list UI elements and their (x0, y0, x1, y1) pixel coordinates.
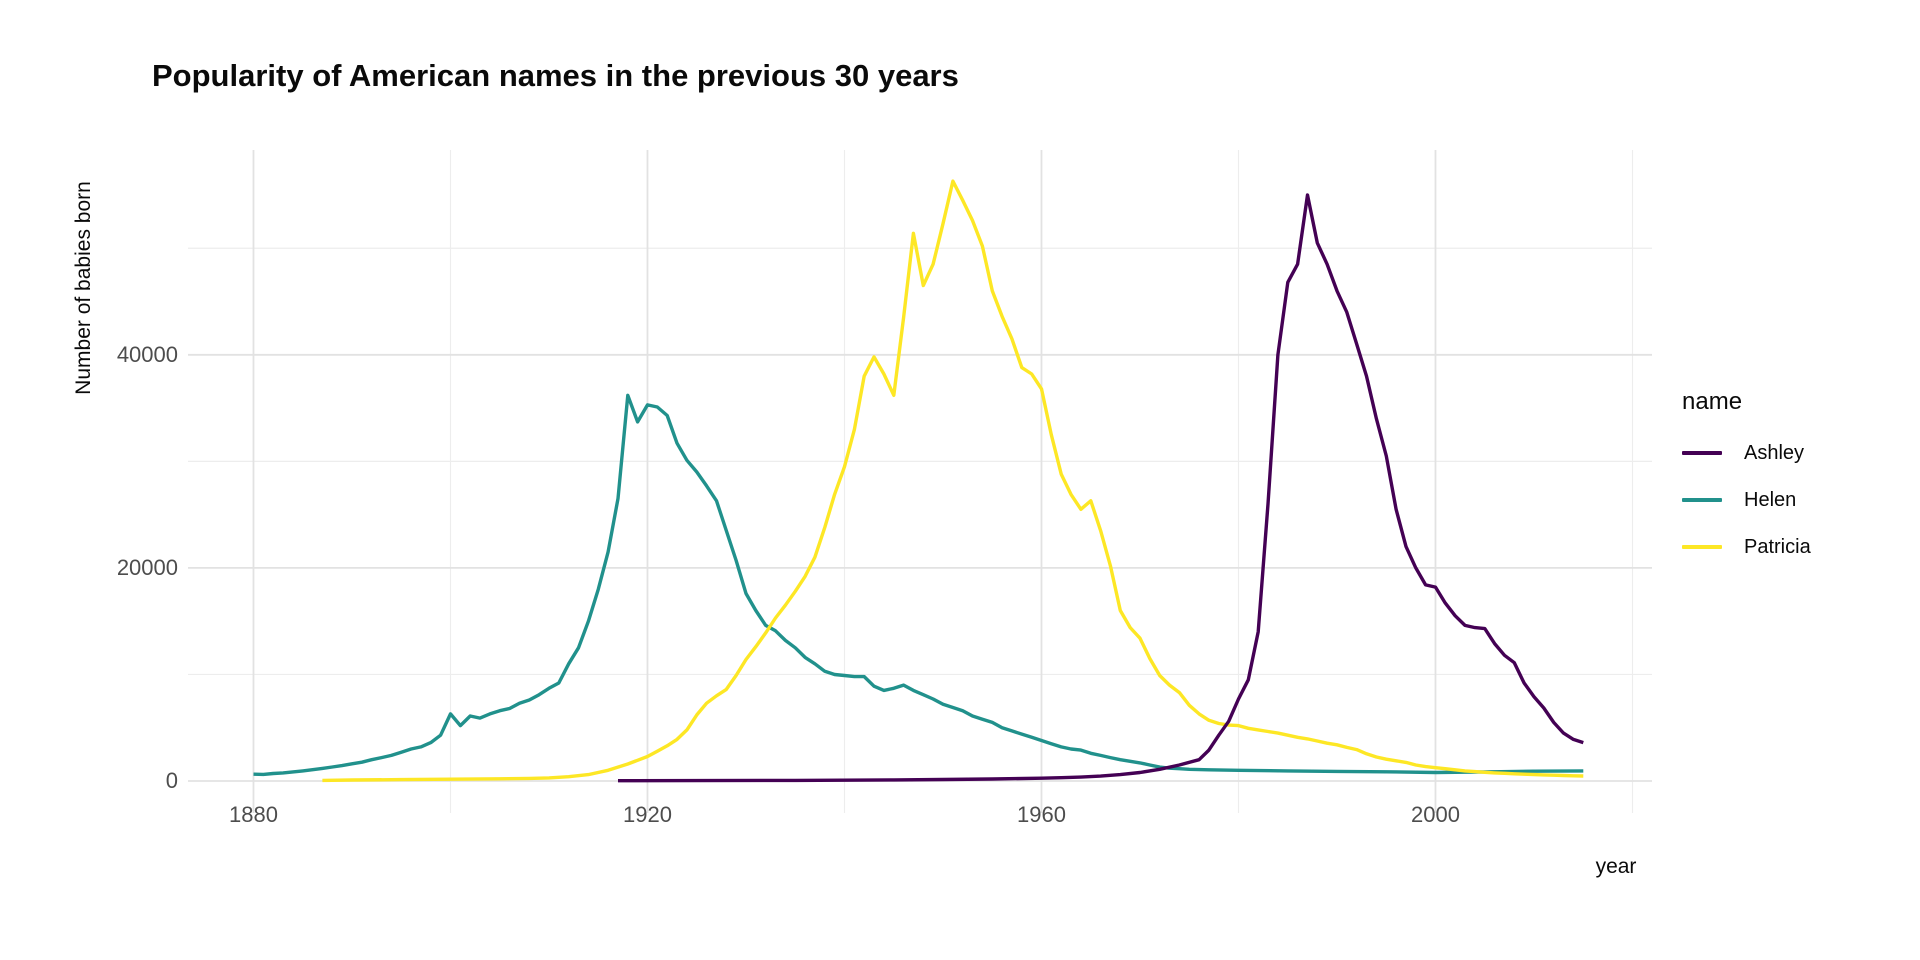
legend-item-ashley: Ashley (1682, 438, 1811, 468)
line-ashley (617, 193, 1584, 783)
x-tick-label: 2000 (1411, 802, 1460, 827)
legend-items: Ashley Helen Patricia (1682, 438, 1811, 562)
x-tick-label: 1880 (229, 802, 278, 827)
legend-item-helen: Helen (1682, 485, 1811, 515)
legend-label: Ashley (1744, 441, 1805, 464)
y-tick-label: 40000 (116, 341, 178, 367)
legend: name Ashley Helen Patricia (1682, 388, 1811, 579)
legend-item-patricia: Patricia (1682, 532, 1811, 562)
x-axis-title: year (1595, 855, 1637, 878)
legend-line-swatch-patricia (1682, 545, 1722, 549)
line-helen (253, 393, 1584, 777)
legend-line-swatch-helen (1682, 498, 1722, 502)
chart-title: Popularity of American names in the prev… (152, 58, 959, 93)
y-axis-title: Number of babies born (72, 181, 95, 395)
legend-label: Patricia (1744, 535, 1811, 558)
x-tick-label: 1960 (1017, 802, 1066, 827)
y-tick-label: 20000 (116, 554, 178, 580)
line-patricia (322, 179, 1584, 783)
legend-label: Helen (1744, 488, 1797, 511)
y-tick-label: 0 (165, 768, 178, 793)
legend-title: name (1682, 388, 1743, 415)
x-tick-label: 1920 (623, 802, 672, 827)
legend-line-swatch-ashley (1682, 451, 1722, 455)
